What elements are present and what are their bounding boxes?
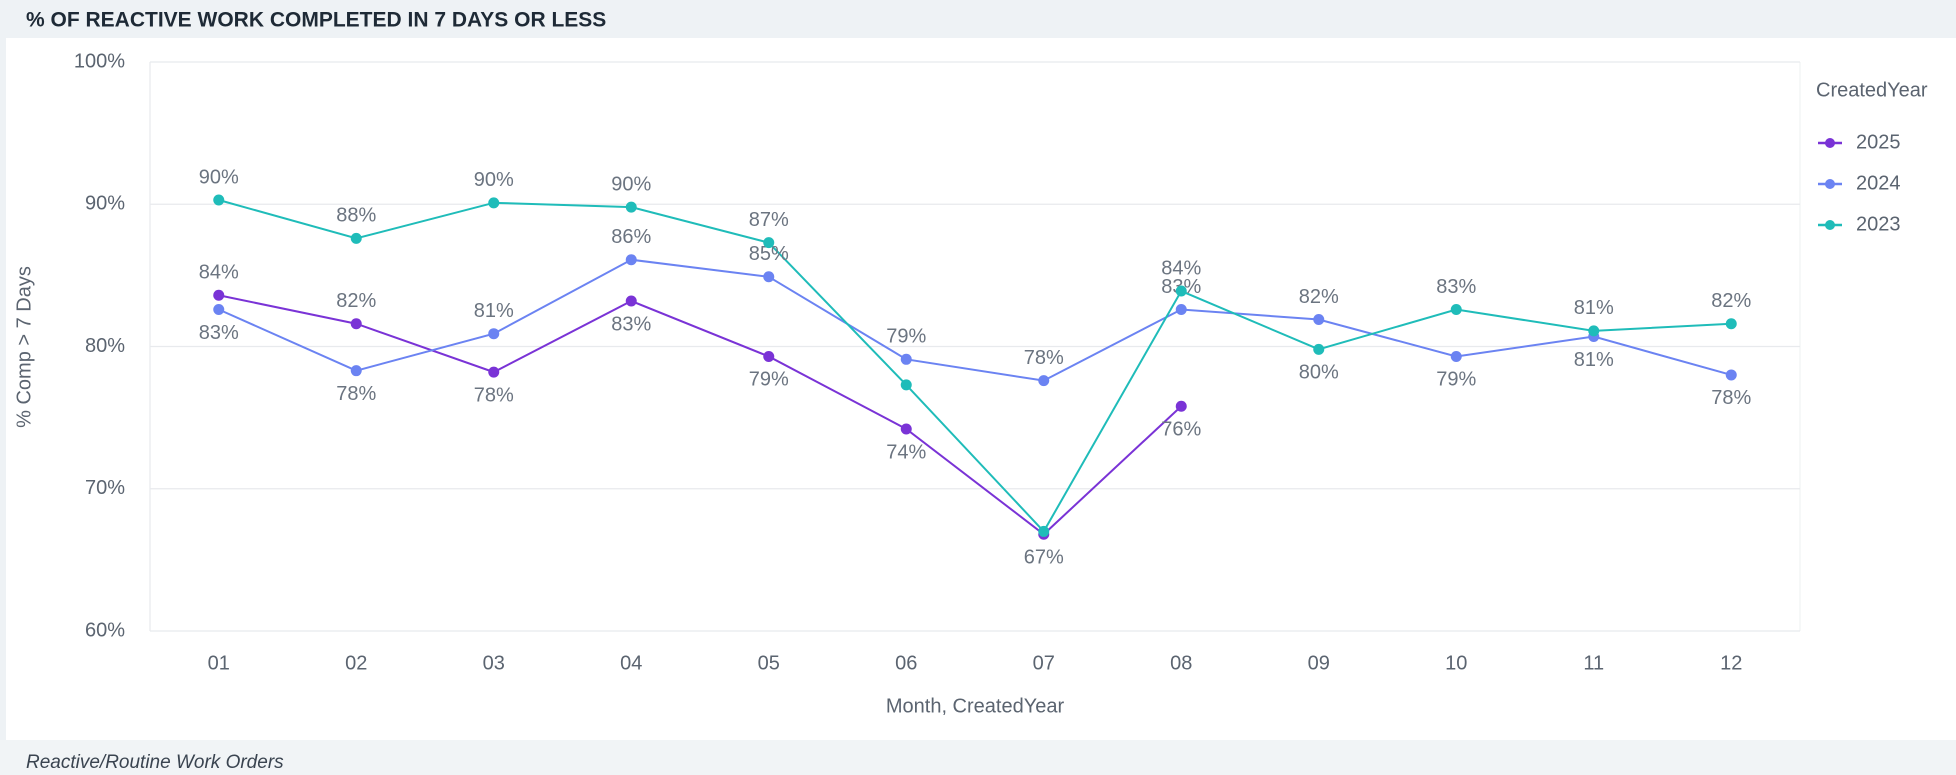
data-label: 79% bbox=[1436, 369, 1476, 391]
x-tick-label: 12 bbox=[1720, 652, 1742, 674]
y-tick-label: 100% bbox=[74, 50, 125, 72]
point bbox=[763, 271, 775, 283]
data-label: 78% bbox=[1711, 387, 1751, 409]
legend-title: CreatedYear bbox=[1816, 79, 1928, 101]
data-label: 82% bbox=[336, 290, 376, 312]
point bbox=[900, 353, 912, 365]
point bbox=[1313, 313, 1325, 325]
point bbox=[1450, 304, 1462, 316]
point bbox=[625, 201, 637, 213]
point bbox=[900, 379, 912, 391]
x-tick-label: 09 bbox=[1308, 652, 1330, 674]
data-label: 78% bbox=[474, 384, 514, 406]
chart-title: % OF REACTIVE WORK COMPLETED IN 7 DAYS O… bbox=[26, 9, 606, 32]
data-label: 79% bbox=[886, 326, 926, 348]
panel bbox=[6, 38, 1956, 740]
data-label: 86% bbox=[611, 226, 651, 248]
point bbox=[1175, 304, 1187, 316]
point bbox=[763, 350, 775, 362]
point bbox=[350, 232, 362, 244]
point bbox=[1175, 400, 1187, 412]
data-label: 90% bbox=[611, 173, 651, 195]
x-axis-title: Month, CreatedYear bbox=[886, 695, 1065, 717]
series-line bbox=[218, 199, 1732, 534]
series-line bbox=[218, 258, 1732, 382]
x-tick-label: 07 bbox=[1033, 652, 1055, 674]
point bbox=[488, 366, 500, 378]
footer-band bbox=[0, 740, 1956, 775]
data-label: 83% bbox=[611, 313, 651, 335]
y-tick-label: 60% bbox=[85, 619, 125, 641]
data-label: 67% bbox=[1024, 547, 1064, 569]
data-label: 80% bbox=[1299, 362, 1339, 384]
point bbox=[488, 197, 500, 209]
point bbox=[1450, 350, 1462, 362]
data-label: 84% bbox=[199, 262, 239, 284]
data-label: 84% bbox=[1161, 257, 1201, 279]
point bbox=[350, 365, 362, 377]
point bbox=[1725, 318, 1737, 330]
point bbox=[488, 328, 500, 340]
x-tick-label: 05 bbox=[758, 652, 780, 674]
x-tick-label: 11 bbox=[1583, 652, 1604, 674]
data-label: 78% bbox=[1024, 347, 1064, 369]
series-line bbox=[218, 294, 1182, 536]
point bbox=[1725, 369, 1737, 381]
data-label: 88% bbox=[336, 205, 376, 227]
footer: Reactive/Routine Work Orders bbox=[26, 752, 284, 773]
point bbox=[1588, 325, 1600, 337]
point bbox=[1313, 343, 1325, 355]
point bbox=[213, 304, 225, 316]
data-label: 81% bbox=[474, 300, 514, 322]
legend-label: 2025 bbox=[1856, 131, 1901, 153]
x-tick-label: 10 bbox=[1445, 652, 1467, 674]
point bbox=[763, 237, 775, 249]
point bbox=[625, 254, 637, 266]
y-tick-label: 90% bbox=[85, 193, 125, 215]
point bbox=[625, 295, 637, 307]
x-tick-label: 02 bbox=[345, 652, 367, 674]
data-label: 76% bbox=[1161, 419, 1201, 441]
data-label: 83% bbox=[1436, 276, 1476, 298]
legend-marker bbox=[1825, 138, 1835, 148]
point bbox=[350, 318, 362, 330]
point bbox=[1038, 375, 1050, 387]
data-label: 85% bbox=[749, 243, 789, 265]
legend-label: 2023 bbox=[1856, 213, 1901, 235]
data-label: 81% bbox=[1574, 349, 1614, 371]
x-tick-label: 08 bbox=[1170, 652, 1192, 674]
y-tick-label: 70% bbox=[85, 477, 125, 499]
data-label: 82% bbox=[1299, 286, 1339, 308]
legend-marker bbox=[1825, 179, 1835, 189]
legend-marker bbox=[1825, 220, 1835, 230]
legend-label: 2024 bbox=[1856, 172, 1901, 194]
data-label: 74% bbox=[886, 441, 926, 463]
point bbox=[213, 194, 225, 206]
y-axis-title: % Comp > 7 Days bbox=[13, 266, 35, 428]
x-tick-label: 03 bbox=[483, 652, 505, 674]
point bbox=[1038, 525, 1050, 537]
data-label: 90% bbox=[474, 169, 514, 191]
data-label: 90% bbox=[199, 166, 239, 188]
y-tick-label: 80% bbox=[85, 335, 125, 357]
data-label: 83% bbox=[199, 322, 239, 344]
data-label: 81% bbox=[1574, 297, 1614, 319]
x-tick-label: 01 bbox=[208, 652, 230, 674]
point bbox=[213, 289, 225, 301]
data-label: 87% bbox=[749, 209, 789, 231]
x-tick-label: 06 bbox=[895, 652, 917, 674]
data-label: 82% bbox=[1711, 290, 1751, 312]
data-label: 78% bbox=[336, 383, 376, 405]
point bbox=[1175, 285, 1187, 297]
point bbox=[900, 423, 912, 435]
data-label: 79% bbox=[749, 369, 789, 391]
x-tick-label: 04 bbox=[620, 652, 642, 674]
